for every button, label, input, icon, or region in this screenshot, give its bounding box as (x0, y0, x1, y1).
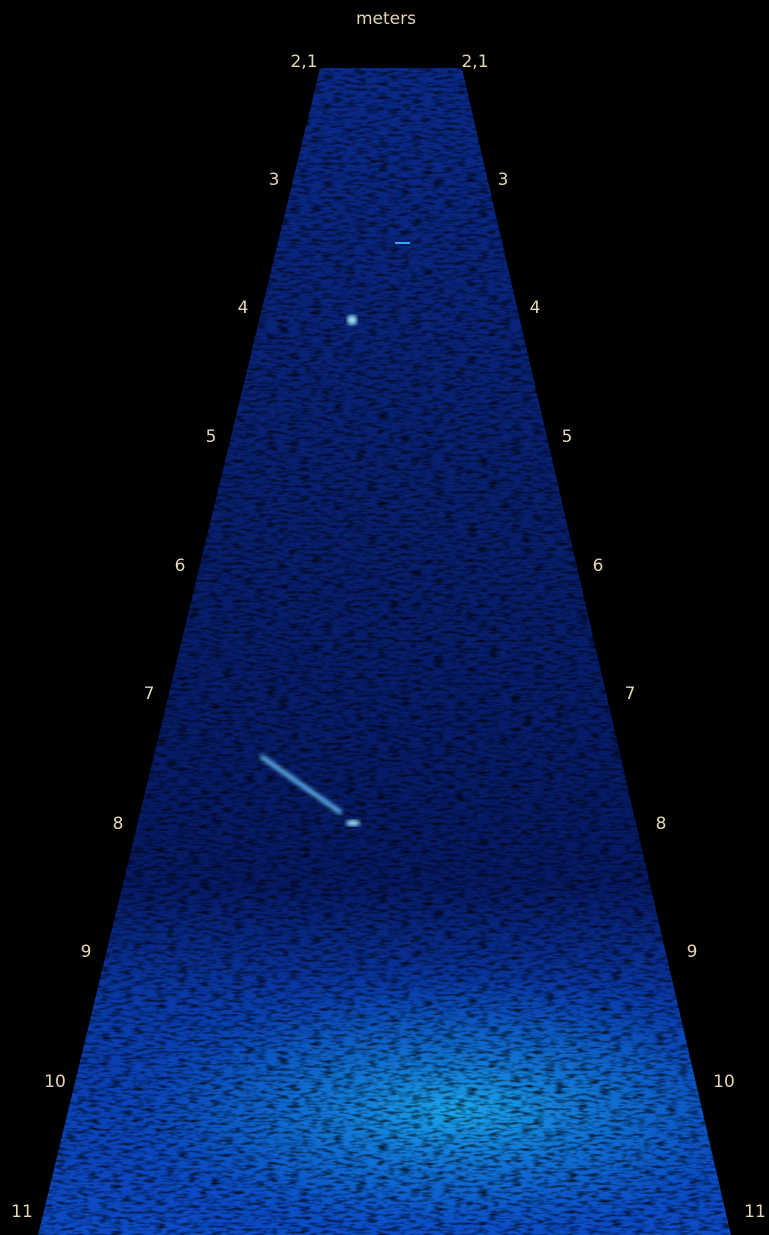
range-label: 11 (11, 1202, 33, 1222)
page: meters 2,1345678910112,134567891011 (() … (0, 0, 769, 1235)
sonar-view: meters 2,1 3 4 5 6 7 8 9 10 11 2,1 3 4 5 6 7 8 9 10 11 (0, 0, 769, 1235)
range-label: 5 (206, 427, 217, 447)
range-label: 7 (144, 684, 155, 704)
range-label: 8 (656, 814, 667, 834)
unit-label: meters (356, 9, 416, 29)
range-label: 4 (238, 298, 249, 318)
range-label: 10 (713, 1072, 735, 1092)
range-label: 11 (744, 1202, 766, 1222)
range-label: 9 (81, 942, 92, 962)
range-label: 2,1 (461, 52, 488, 72)
range-label: 2,1 (290, 52, 317, 72)
echo-target (346, 820, 360, 826)
range-label: 3 (498, 170, 509, 190)
range-label: 6 (593, 556, 604, 576)
sonar-fan (38, 68, 769, 1235)
range-label: 3 (269, 170, 280, 190)
range-label: 8 (113, 814, 124, 834)
range-label: 7 (625, 684, 636, 704)
range-label: 9 (687, 942, 698, 962)
range-label: 10 (44, 1072, 66, 1092)
range-label: 4 (530, 298, 541, 318)
range-label: 6 (175, 556, 186, 576)
echo-target (347, 315, 357, 325)
range-label: 5 (562, 427, 573, 447)
